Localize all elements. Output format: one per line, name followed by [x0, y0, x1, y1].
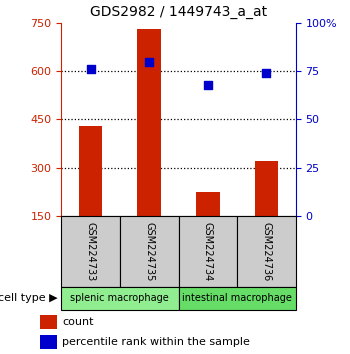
Point — [264, 70, 269, 76]
Text: GSM224735: GSM224735 — [144, 222, 154, 281]
Bar — [120, 216, 178, 287]
Bar — [61, 216, 120, 287]
Bar — [255, 161, 278, 264]
Point — [205, 82, 211, 87]
Bar — [178, 287, 296, 310]
Title: GDS2982 / 1449743_a_at: GDS2982 / 1449743_a_at — [90, 5, 267, 19]
Bar — [40, 335, 57, 348]
Text: splenic macrophage: splenic macrophage — [70, 293, 169, 303]
Bar — [138, 29, 161, 264]
Point — [88, 67, 93, 72]
Bar — [196, 192, 219, 264]
Text: GSM224734: GSM224734 — [203, 222, 213, 281]
Bar — [178, 216, 237, 287]
Text: cell type ▶: cell type ▶ — [0, 293, 58, 303]
Point — [146, 59, 152, 64]
Bar — [61, 287, 178, 310]
Text: count: count — [62, 318, 94, 327]
Bar — [79, 126, 102, 264]
Text: intestinal macrophage: intestinal macrophage — [182, 293, 292, 303]
Bar — [237, 216, 296, 287]
Bar — [40, 315, 57, 329]
Text: GSM224733: GSM224733 — [85, 222, 96, 281]
Text: percentile rank within the sample: percentile rank within the sample — [62, 337, 250, 347]
Text: GSM224736: GSM224736 — [261, 222, 272, 281]
